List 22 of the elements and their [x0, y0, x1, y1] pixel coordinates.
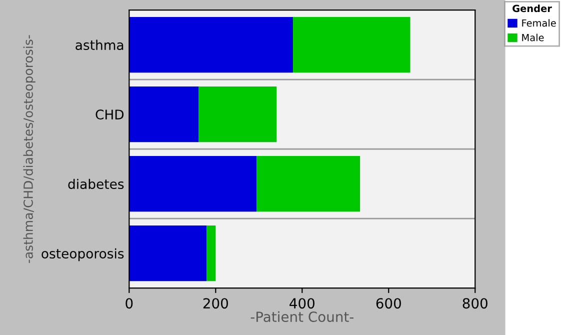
x-axis-title: -Patient Count-	[250, 311, 354, 322]
y-tick-label: osteoporosis	[42, 248, 124, 262]
bar	[293, 17, 410, 73]
y-tick-label: CHD	[96, 110, 124, 120]
x-tick-label: 600	[376, 298, 401, 309]
legend-label: Female	[522, 19, 556, 27]
bar	[129, 17, 294, 73]
bar	[206, 226, 216, 282]
bar	[129, 86, 199, 142]
legend-title: Gender	[512, 4, 552, 12]
x-tick-label: 800	[462, 298, 488, 309]
x-tick-label: 200	[203, 298, 228, 309]
bar	[256, 156, 360, 212]
y-axis-title: -asthma/CHD/diabetes/osteoporosis-	[23, 35, 36, 263]
x-tick-label: 0	[126, 298, 133, 309]
legend-label: Male	[522, 34, 544, 42]
bar	[198, 86, 277, 142]
x-tick-label: 400	[290, 298, 314, 309]
bar	[129, 156, 257, 212]
y-tick-label: asthma	[76, 40, 124, 50]
bar	[129, 226, 207, 282]
y-tick-label: diabetes	[68, 178, 124, 190]
